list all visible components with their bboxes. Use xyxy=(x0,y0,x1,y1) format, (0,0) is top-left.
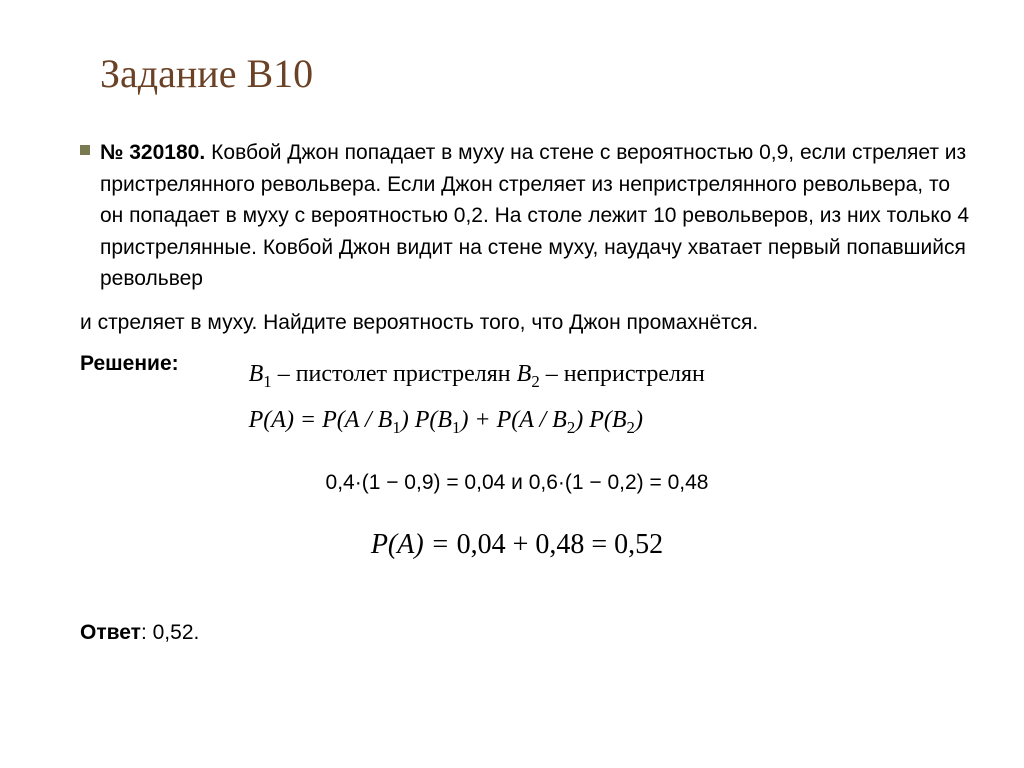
b2-sym: B xyxy=(517,361,532,387)
b1-sym: B xyxy=(249,361,264,387)
fm2: ) + P(A / B xyxy=(460,407,566,433)
answer-row: Ответ: 0,52. xyxy=(80,621,974,645)
problem-text-wrap: № 320180.Ковбой Джон попадает в муху на … xyxy=(100,137,974,295)
answer-value: : 0,52. xyxy=(141,621,199,644)
fpa: P(A) = P(A / B xyxy=(249,407,393,433)
final-left: P(A) = xyxy=(371,529,457,560)
page-title: Задание В10 xyxy=(100,50,974,97)
b1-sub: 1 xyxy=(263,372,271,391)
final-line: P(A) = 0,04 + 0,48 = 0,52 xyxy=(60,529,974,561)
fm1: ) P(B xyxy=(401,407,452,433)
events-line: B1 – пистолет пристрелян B2 – непристрел… xyxy=(249,352,705,398)
problem-row: № 320180.Ковбой Джон попадает в муху на … xyxy=(80,137,974,295)
fend: ) xyxy=(635,407,643,433)
b2-text: – непристрелян xyxy=(540,361,705,387)
bullet-icon xyxy=(80,145,90,155)
problem-text-1: Ковбой Джон попадает в муху на стене с в… xyxy=(100,141,969,290)
slide: Задание В10 № 320180.Ковбой Джон попадае… xyxy=(0,0,1024,768)
problem-block: № 320180.Ковбой Джон попадает в муху на … xyxy=(80,137,974,338)
fm3: ) P(B xyxy=(575,407,626,433)
solution-row: Решение: B1 – пистолет пристрелян B2 – н… xyxy=(80,352,974,443)
solution-math: B1 – пистолет пристрелян B2 – непристрел… xyxy=(249,352,705,443)
problem-number: № 320180. xyxy=(100,141,205,164)
fs3: 2 xyxy=(567,418,575,437)
b1-text: – пистолет пристрелян xyxy=(272,361,517,387)
calc-line: 0,4·(1 − 0,9) = 0,04 и 0,6·(1 − 0,2) = 0… xyxy=(60,471,974,495)
b2-sub: 2 xyxy=(531,372,539,391)
answer-label: Ответ xyxy=(80,621,141,644)
solution-label: Решение: xyxy=(80,352,179,376)
formula-line: P(A) = P(A / B1) P(B1) + P(A / B2) P(B2) xyxy=(249,398,705,444)
final-right: 0,04 + 0,48 = 0,52 xyxy=(457,529,664,560)
problem-text-2: и стреляет в муху. Найдите вероятность т… xyxy=(80,307,974,339)
fs4: 2 xyxy=(627,418,635,437)
fs1: 1 xyxy=(392,418,400,437)
